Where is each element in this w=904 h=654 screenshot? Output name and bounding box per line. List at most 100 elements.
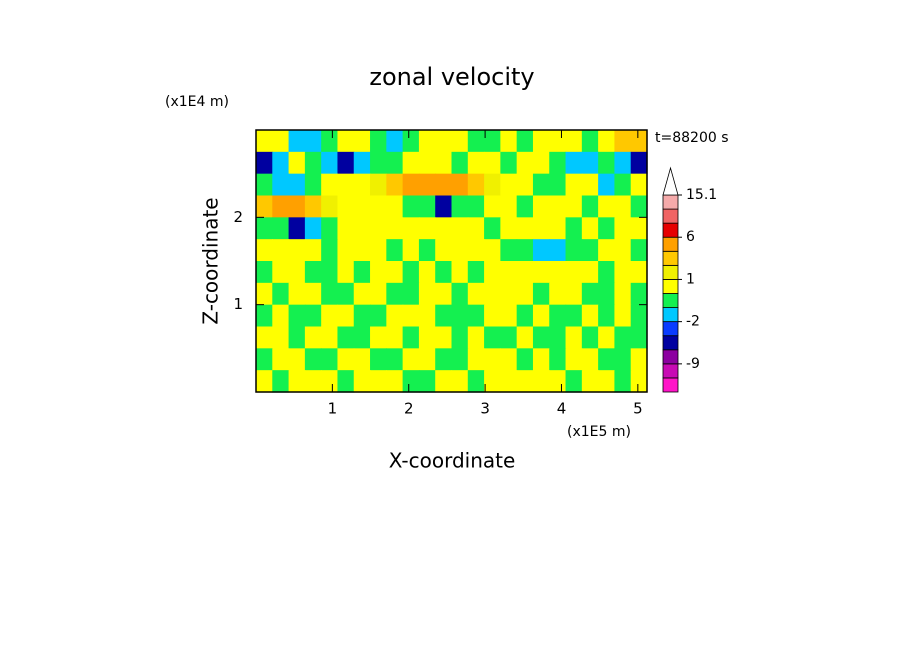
field-cell [581, 326, 599, 349]
field-cell [630, 348, 648, 371]
field-cell [516, 326, 534, 349]
field-cell [321, 326, 339, 349]
field-cell [484, 261, 501, 284]
field-cell [484, 348, 501, 371]
field-cell [516, 217, 534, 240]
field-cell [418, 239, 436, 262]
x-tick-label: 2 [404, 400, 414, 418]
field-cell [386, 130, 404, 153]
field-cell [418, 195, 436, 218]
field-cell [337, 282, 355, 306]
field-cell [516, 130, 534, 153]
field-cell [630, 130, 648, 153]
field-cell [565, 130, 583, 153]
field-cell [451, 282, 469, 306]
field-cell [321, 282, 339, 306]
field-cell [321, 151, 339, 175]
field-cell [353, 282, 371, 306]
field-cell [337, 326, 355, 349]
field-cell [549, 304, 567, 328]
field-cell [484, 326, 501, 349]
field-cell [256, 173, 273, 197]
field-cell [451, 195, 469, 218]
field-cell [304, 173, 322, 197]
colorbar-tick-label: 1 [686, 271, 695, 287]
field-cell [337, 304, 355, 328]
field-cell [353, 151, 371, 175]
field-cell [402, 326, 420, 349]
field-cell [418, 370, 436, 393]
field-cell [321, 304, 339, 328]
field-cell [288, 217, 306, 240]
field-cell [614, 282, 632, 306]
field-cell [451, 151, 469, 175]
field-cell [418, 130, 436, 153]
field-cell [500, 282, 518, 306]
field-cell [565, 239, 583, 262]
field-cell [484, 217, 501, 240]
field-cell [353, 217, 371, 240]
field-cell [321, 173, 339, 197]
field-cell [304, 304, 322, 328]
field-cell [549, 348, 567, 371]
field-cell [467, 304, 485, 328]
field-cell [532, 151, 550, 175]
field-cell [304, 326, 322, 349]
field-cell [467, 173, 485, 197]
field-cell [565, 282, 583, 306]
field-cell [467, 130, 485, 153]
field-cell [272, 217, 290, 240]
field-cell [304, 348, 322, 371]
field-cell [532, 239, 550, 262]
field-cell [598, 370, 616, 393]
field-cell [353, 348, 371, 371]
field-cell [386, 282, 404, 306]
field-cell [451, 239, 469, 262]
field-cell [549, 151, 567, 175]
field-cell [598, 326, 616, 349]
colorbar-bin [662, 293, 679, 308]
field-cell [370, 348, 387, 371]
x-tick-label: 5 [633, 400, 643, 418]
field-cell [500, 195, 518, 218]
field-cell [321, 261, 339, 284]
colorbar-bin [662, 335, 679, 351]
x-axis-label: X-coordinate [389, 449, 516, 473]
chart-title: zonal velocity [369, 63, 534, 91]
field-cell [288, 282, 306, 306]
field-cell [565, 151, 583, 175]
field-cell [630, 370, 648, 393]
field-cell [435, 348, 453, 371]
field-cell [516, 370, 534, 393]
field-cell [304, 282, 322, 306]
field-cell [451, 326, 469, 349]
field-cell [532, 195, 550, 218]
field-cell [516, 261, 534, 284]
field-cell [614, 261, 632, 284]
field-cell [598, 195, 616, 218]
field-cell [418, 348, 436, 371]
field-cell [614, 217, 632, 240]
field-cell [337, 151, 355, 175]
field-cell [467, 348, 485, 371]
field-cell [451, 261, 469, 284]
field-cell [435, 370, 453, 393]
field-cell [353, 326, 371, 349]
field-cell [288, 130, 306, 153]
field-cell [321, 217, 339, 240]
field-cell [386, 195, 404, 218]
colorbar-bin [662, 222, 679, 238]
field-cell [402, 195, 420, 218]
field-cell [484, 195, 501, 218]
field-cell [630, 151, 648, 175]
field-cell [516, 151, 534, 175]
field-cell [337, 173, 355, 197]
field-cell [386, 304, 404, 328]
field-cell [418, 261, 436, 284]
field-cell [614, 370, 632, 393]
colorbar-tick-label: 6 [686, 229, 695, 245]
field-cell [386, 239, 404, 262]
field-cell [549, 239, 567, 262]
field-cell [304, 239, 322, 262]
field-cell [451, 217, 469, 240]
